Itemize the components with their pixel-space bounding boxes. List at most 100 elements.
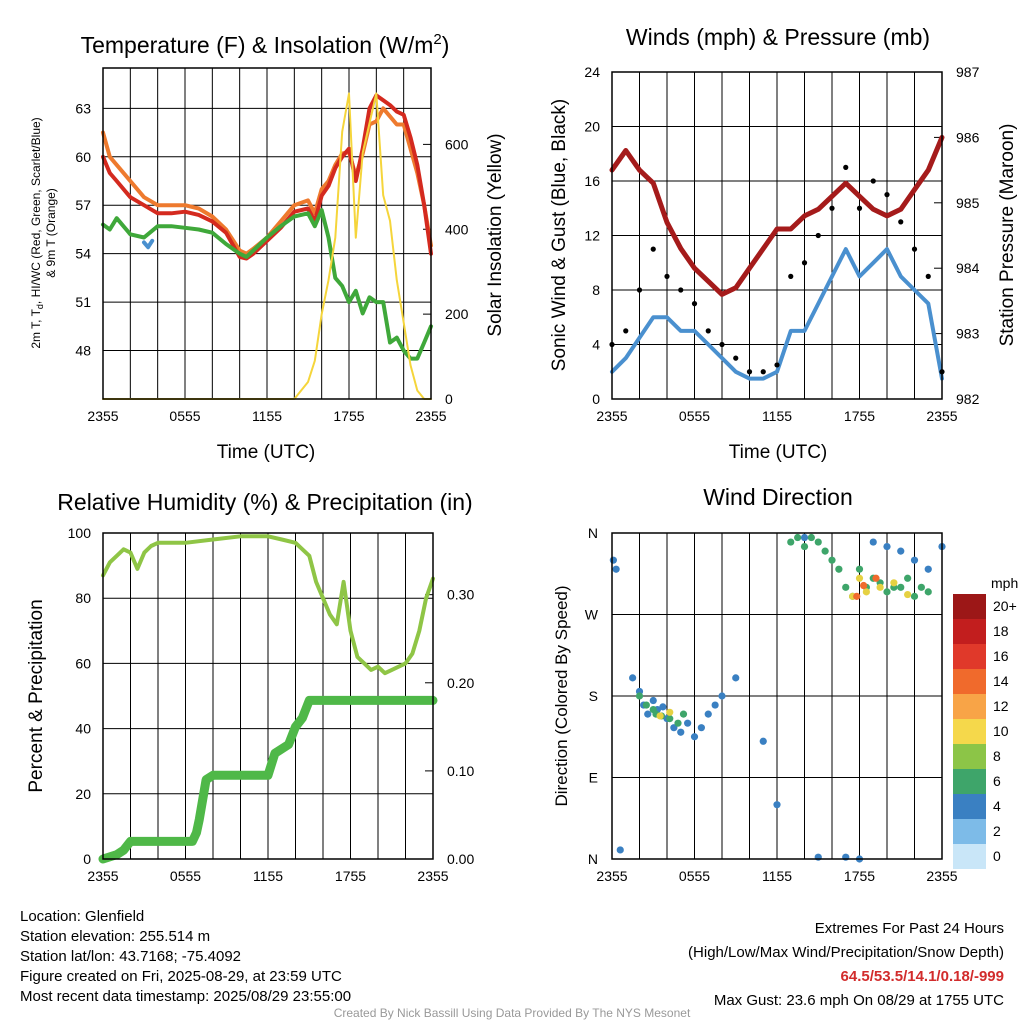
y2-tick-label: 987 [956,64,980,80]
x-tick-label: 2355 [87,408,118,424]
gust-point [829,205,835,211]
direction-point [835,565,843,573]
colorbar-swatch [953,594,986,619]
direction-point [869,538,877,546]
direction-point [872,574,880,582]
x-tick-label: 2355 [417,868,448,884]
y-tick-label: N [588,851,598,867]
gust-point [870,178,876,184]
y2-tick-label: 0.30 [447,587,474,603]
y2-tick-label: 200 [445,306,469,322]
direction-point [890,579,898,587]
extremes-subheading: (High/Low/Max Wind/Precipitation/Snow De… [688,944,1004,961]
y2-tick-label: 600 [445,136,469,152]
direction-point [883,588,891,596]
x-tick-label: 2355 [87,868,118,884]
max-gust-text: Max Gust: 23.6 mph On 08/29 at 1755 UTC [713,992,1004,1009]
direction-point [649,696,657,705]
timestamp-text: Most recent data timestamp: 2025/08/29 2… [20,988,352,1005]
series-line-0 [101,534,435,676]
colorbar-swatch [953,669,986,694]
y-axis-label: Direction (Colored By Speed) [552,585,571,806]
direction-point [800,533,809,542]
y-tick-label: 20 [75,786,91,802]
y-tick-label: 0 [83,851,91,867]
colorbar-label: 16 [993,648,1009,664]
colorbar-unit: mph [991,575,1018,591]
y2-tick-label: 985 [956,195,980,211]
y-tick-label: 100 [68,525,92,541]
direction-point [924,588,932,596]
gust-point [815,232,821,239]
direction-point [674,719,682,727]
x-tick-label: 0555 [170,868,201,884]
chart-title: Temperature (F) & Insolation (W/m2) [81,31,450,58]
y-axis-label-line2: & 9m T (Orange) [44,188,58,278]
x-tick-label: 0555 [679,868,710,884]
direction-point [787,538,795,546]
plot-frame [102,67,432,400]
direction-point [644,710,652,718]
y-tick-label: 60 [75,655,91,671]
direction-point [794,533,802,542]
colorbar-label: 18 [993,623,1009,639]
colorbar-swatch [953,819,986,844]
direction-point [862,588,870,596]
colorbar-label: 14 [993,673,1009,689]
series-line-0 [101,106,433,256]
gust-point [719,341,725,348]
gust-point [746,369,753,375]
direction-point [853,592,861,600]
y2-axis-label: Solar Insolation (Yellow) [485,133,506,336]
y-axis-label: 2m T, Td, HI/WC (Red, Green, Scarlet/Blu… [29,117,45,348]
colorbar-swatch [953,719,986,744]
series-line-1 [101,93,433,261]
y-tick-label: 48 [75,343,91,359]
series-line-2 [101,208,433,361]
y-tick-label: 60 [75,149,91,165]
gust-point [691,301,698,307]
plot-frame [611,532,943,860]
direction-point [704,710,712,718]
y-tick-label: S [589,688,598,704]
gust-point [760,369,766,375]
x-tick-label: 1755 [844,408,875,424]
direction-point [697,724,705,732]
colorbar-swatch [953,794,986,819]
direction-point [883,542,891,551]
colorbar-label: 8 [993,748,1001,764]
y-tick-label: 57 [75,197,91,213]
direction-point [876,583,884,591]
gust-point [733,355,739,361]
extremes-info: Extremes For Past 24 Hours (High/Low/Max… [688,917,1004,1013]
colorbar-label: 0 [993,848,1001,864]
gust-point [843,164,849,170]
direction-point [821,547,829,555]
gust-point [623,328,629,334]
direction-point [612,565,620,573]
direction-point [732,674,740,682]
x-tick-label: 2355 [926,408,957,424]
colorbar-swatch [953,844,986,869]
x-tick-label: 1755 [335,868,366,884]
y2-tick-label: 982 [956,391,980,407]
direction-point [828,556,836,564]
x-tick-label: 2355 [415,408,446,424]
colorbar-label: 20+ [993,598,1017,614]
plot-frame [102,532,434,860]
y2-tick-label: 983 [956,326,980,342]
y-tick-label: 40 [75,721,91,737]
direction-point [684,719,692,727]
gust-point [650,246,656,252]
extremes-heading: Extremes For Past 24 Hours [814,920,1004,937]
x-tick-label: 0555 [169,408,200,424]
direction-point [616,846,624,854]
chart-title: Winds (mph) & Pressure (mb) [626,24,930,50]
x-tick-label: 1155 [762,408,792,424]
direction-point [677,728,685,736]
gust-point [925,273,931,279]
